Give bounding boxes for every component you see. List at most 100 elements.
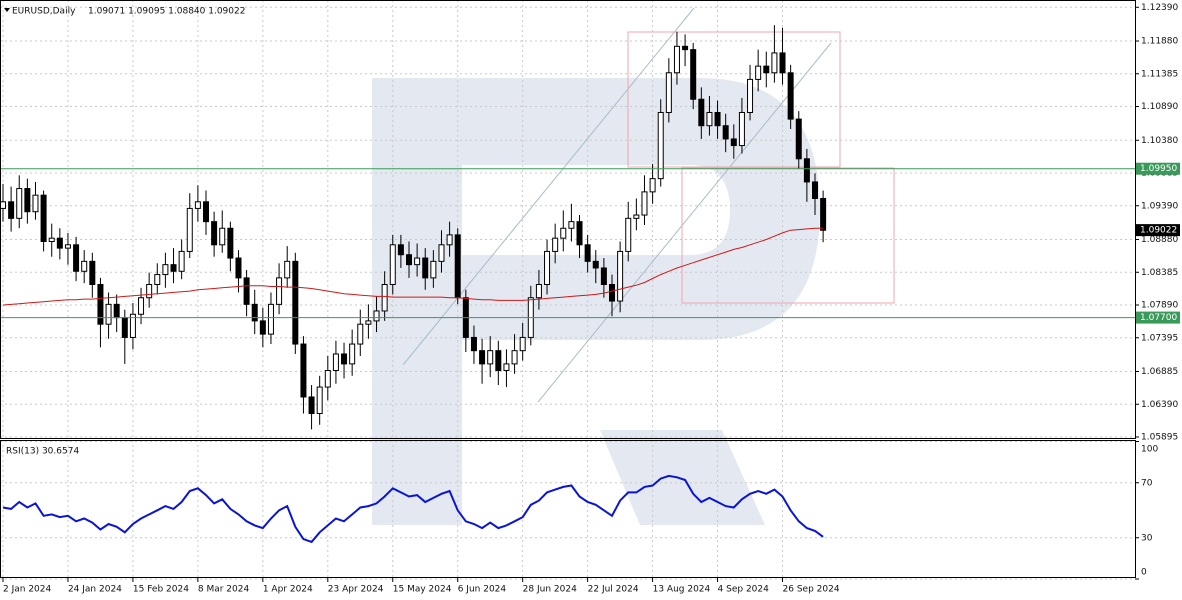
candle-body — [0, 201, 6, 209]
candle-body — [389, 244, 396, 286]
candle-body — [203, 201, 209, 223]
x-tick-label: 6 Jun 2024 — [458, 585, 507, 595]
candle-body — [32, 194, 39, 213]
candle-body — [755, 65, 762, 80]
candle-body — [64, 244, 71, 249]
zone-rectangle — [627, 31, 841, 168]
candle-body — [251, 303, 258, 322]
trend-line — [537, 42, 832, 403]
candle-body — [552, 237, 559, 252]
candle-body — [138, 297, 145, 315]
y-tick-label: 1.11880 — [1141, 37, 1178, 47]
candle-body — [633, 214, 640, 219]
candle-body — [495, 350, 502, 372]
candle-body — [479, 350, 486, 365]
rsi-line — [2, 474, 824, 544]
candle-body — [438, 244, 445, 262]
candle-body — [649, 178, 656, 193]
candle-body — [81, 260, 88, 272]
candle-body — [446, 234, 453, 246]
candle-body — [406, 254, 412, 266]
candle-body — [276, 277, 283, 305]
candle-body — [795, 118, 802, 160]
candle-body — [690, 49, 697, 100]
candle-body — [308, 396, 315, 415]
candle-body — [24, 188, 31, 213]
y-tick-label: 100 — [1141, 445, 1158, 455]
candle-body — [73, 244, 80, 272]
y-tick-label: 1.06390 — [1141, 400, 1178, 410]
candle-body — [560, 227, 567, 239]
candle-body — [357, 323, 364, 345]
candle-body — [722, 125, 729, 140]
plot-layer — [0, 25, 1135, 544]
candle-body — [8, 201, 15, 219]
candle-body — [121, 317, 128, 338]
level-label: 1.09950 — [1140, 164, 1177, 174]
candle-body — [178, 250, 185, 272]
candle-body — [16, 188, 23, 219]
candle-body — [706, 111, 713, 127]
candle-body — [227, 227, 234, 259]
ohlc-label: 1.09071 1.09095 1.08840 1.09022 — [88, 7, 245, 17]
candle-body — [682, 45, 689, 51]
candle-body — [779, 52, 786, 74]
candle-body — [243, 277, 250, 305]
candle-body — [487, 350, 494, 365]
candle-body — [470, 336, 477, 352]
candle-body — [56, 237, 63, 249]
candle-body — [738, 111, 745, 147]
candle-body — [673, 45, 680, 74]
level-label-box — [1136, 311, 1180, 324]
level-label-box — [1136, 162, 1180, 175]
candle-body — [812, 181, 818, 199]
y-tick-label: 30 — [1141, 533, 1153, 543]
candle-body — [584, 244, 591, 262]
candle-body — [146, 284, 153, 299]
candle-body — [113, 303, 120, 319]
y-tick-label: 1.06885 — [1141, 367, 1178, 377]
candle-body — [365, 320, 372, 325]
candle-body — [194, 201, 201, 209]
candle-body — [771, 52, 778, 74]
candle-body — [48, 237, 55, 242]
y-tick-label: 1.07395 — [1141, 333, 1178, 343]
candle-body — [747, 78, 754, 113]
moving-average — [2, 227, 824, 306]
candle-body — [89, 260, 96, 286]
candle-body — [511, 350, 518, 365]
y-tick-label: 1.07890 — [1141, 301, 1178, 311]
x-tick-label: 13 Aug 2024 — [653, 585, 711, 595]
candle-body — [641, 191, 648, 216]
y-tick-label: 1.08880 — [1141, 235, 1178, 245]
candle-body — [162, 264, 169, 276]
rsi-pane-frame — [0, 440, 1136, 578]
candle-body — [259, 320, 266, 335]
candle-body — [129, 313, 136, 338]
zone-rectangle — [681, 167, 895, 304]
candle-body — [503, 363, 510, 372]
candle-body — [600, 267, 607, 286]
candle-body — [414, 257, 421, 266]
candle-body — [186, 207, 193, 252]
candle-body — [324, 370, 331, 388]
candle-body — [535, 284, 542, 299]
last-price-box — [1136, 224, 1180, 237]
y-tick-label: 1.12390 — [1141, 3, 1178, 13]
y-tick-label: 1.08385 — [1141, 268, 1178, 278]
watermark-logo — [372, 78, 820, 525]
candle-body — [609, 284, 615, 302]
x-tick-label: 28 Jun 2024 — [523, 585, 577, 595]
candle-body — [430, 260, 437, 279]
grid-layer — [0, 0, 1135, 580]
last-price-label: 1.09022 — [1140, 226, 1177, 236]
candle-body — [397, 244, 404, 256]
trend-line — [402, 7, 695, 366]
candle-body — [763, 65, 770, 74]
candle-body — [576, 221, 583, 246]
candle-body — [292, 260, 299, 345]
price-pane-frame — [0, 0, 1136, 439]
candle-body — [519, 336, 526, 352]
x-tick-label: 4 Sep 2024 — [718, 585, 770, 595]
symbol-menu-arrow — [4, 8, 10, 12]
